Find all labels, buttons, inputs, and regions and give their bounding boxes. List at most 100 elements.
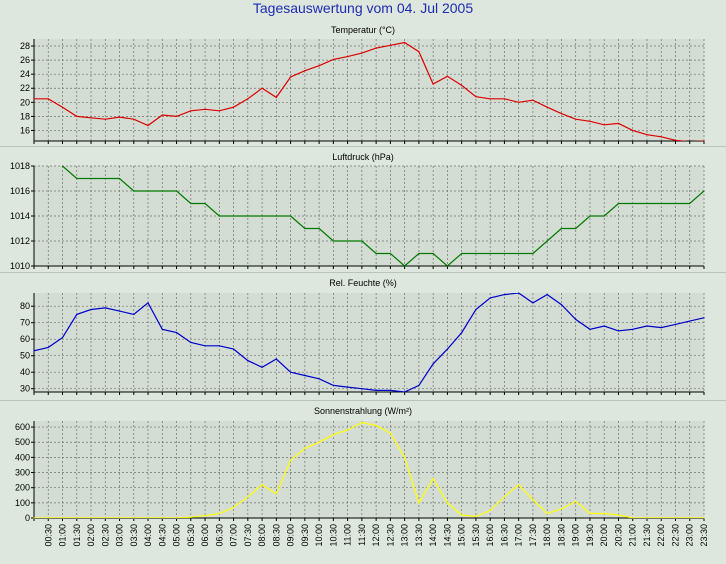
- temperature-data-point: [603, 124, 605, 126]
- x-tick-label: 12:00: [371, 524, 381, 547]
- pressure-data-point: [532, 252, 534, 255]
- pressure-series-line: [61, 166, 704, 266]
- humidity-data-point: [90, 308, 92, 311]
- humidity-series-line: [34, 293, 704, 392]
- humidity-data-point: [261, 366, 263, 368]
- humidity-data-point: [446, 348, 449, 350]
- humidity-data-point: [133, 313, 135, 316]
- temperature-data-point: [118, 116, 121, 118]
- radiation-data-point: [190, 516, 192, 518]
- pressure-data-point: [232, 215, 235, 217]
- humidity-data-point: [375, 389, 377, 391]
- pressure-data-point: [489, 252, 491, 255]
- radiation-data-point: [646, 517, 648, 519]
- pressure-data-point: [589, 215, 591, 217]
- humidity-y-tick-label: 50: [20, 351, 30, 361]
- temperature-data-point: [218, 110, 220, 112]
- temperature-data-point: [33, 98, 35, 100]
- pressure-data-point: [617, 202, 620, 205]
- radiation-data-point: [703, 517, 705, 519]
- radiation-data-point: [475, 515, 477, 518]
- humidity-data-point: [304, 374, 306, 377]
- temperature-data-point: [518, 101, 520, 103]
- pressure-y-tick-label: 1012: [10, 236, 30, 246]
- radiation-y-tick-label: 600: [15, 422, 30, 432]
- temperature-data-point: [90, 117, 92, 119]
- x-tick-label: 11:00: [343, 524, 353, 546]
- pressure-data-point: [190, 202, 192, 205]
- radiation-y-tick-label: 200: [15, 483, 30, 493]
- humidity-data-point: [76, 313, 78, 316]
- radiation-data-point: [318, 441, 320, 443]
- panel-separator: [0, 272, 726, 273]
- humidity-data-point: [489, 297, 491, 299]
- temperature-data-point: [389, 44, 391, 46]
- humidity-data-point: [518, 292, 520, 294]
- temperature-y-tick-label: 16: [20, 125, 30, 135]
- x-tick-label: 04:30: [157, 524, 167, 547]
- x-tick-label: 20:00: [599, 524, 609, 547]
- x-tick-label: 05:30: [186, 524, 196, 547]
- humidity-data-point: [646, 325, 648, 327]
- humidity-data-point: [218, 345, 220, 347]
- humidity-data-point: [104, 307, 106, 309]
- pressure-y-tick-label: 1018: [10, 161, 30, 171]
- temperature-y-tick-label: 20: [20, 97, 30, 107]
- pressure-data-point: [289, 215, 292, 217]
- radiation-data-point: [275, 493, 277, 495]
- x-tick-label: 13:00: [400, 524, 410, 547]
- humidity-data-point: [47, 346, 49, 349]
- humidity-data-point: [575, 318, 577, 320]
- x-tick-label: 21:00: [628, 524, 638, 547]
- pressure-data-point: [575, 227, 577, 230]
- pressure-data-point: [560, 227, 563, 230]
- x-tick-label: 22:00: [656, 524, 666, 547]
- humidity-data-point: [461, 332, 463, 334]
- humidity-chart-title: Rel. Feuchte (%): [329, 278, 397, 288]
- humidity-data-point: [674, 323, 677, 325]
- pressure-data-point: [546, 240, 548, 242]
- temperature-data-point: [161, 114, 163, 116]
- x-tick-label: 16:00: [485, 524, 495, 547]
- humidity-data-point: [532, 302, 534, 304]
- pressure-data-point: [603, 215, 605, 217]
- pressure-data-point: [76, 177, 78, 180]
- x-tick-label: 03:30: [129, 524, 139, 547]
- pressure-data-point: [418, 252, 420, 255]
- x-tick-label: 01:00: [58, 524, 68, 547]
- x-tick-label: 23:30: [699, 524, 709, 547]
- temperature-data-point: [261, 87, 263, 89]
- radiation-data-point: [133, 517, 135, 519]
- humidity-data-point: [361, 388, 363, 390]
- humidity-data-point: [118, 310, 121, 312]
- pressure-data-point: [347, 240, 349, 242]
- humidity-data-point: [247, 360, 249, 362]
- radiation-data-point: [518, 484, 520, 486]
- x-tick-label: 02:30: [100, 524, 110, 547]
- x-tick-label: 17:00: [514, 524, 524, 547]
- humidity-data-point: [404, 391, 406, 393]
- humidity-data-point: [232, 348, 235, 350]
- temperature-data-point: [361, 52, 363, 54]
- pressure-data-point: [332, 240, 334, 242]
- temperature-data-point: [104, 118, 106, 120]
- temperature-data-point: [332, 58, 334, 61]
- humidity-y-tick-label: 40: [20, 367, 30, 377]
- humidity-data-point: [161, 328, 163, 330]
- pressure-data-point: [660, 202, 662, 205]
- radiation-data-point: [147, 517, 149, 519]
- radiation-data-point: [560, 508, 563, 510]
- pressure-data-point: [689, 202, 691, 205]
- x-tick-label: 07:00: [229, 524, 239, 547]
- pressure-data-point: [446, 265, 449, 267]
- radiation-data-point: [461, 514, 463, 516]
- temperature-data-point: [446, 75, 449, 77]
- humidity-data-point: [418, 384, 420, 386]
- pressure-data-point: [475, 252, 477, 255]
- x-tick-label: 09:30: [300, 524, 310, 547]
- radiation-data-point: [375, 424, 377, 427]
- x-tick-label: 05:00: [172, 524, 182, 547]
- radiation-data-point: [660, 517, 662, 519]
- humidity-data-point: [61, 336, 64, 339]
- radiation-data-point: [347, 429, 349, 431]
